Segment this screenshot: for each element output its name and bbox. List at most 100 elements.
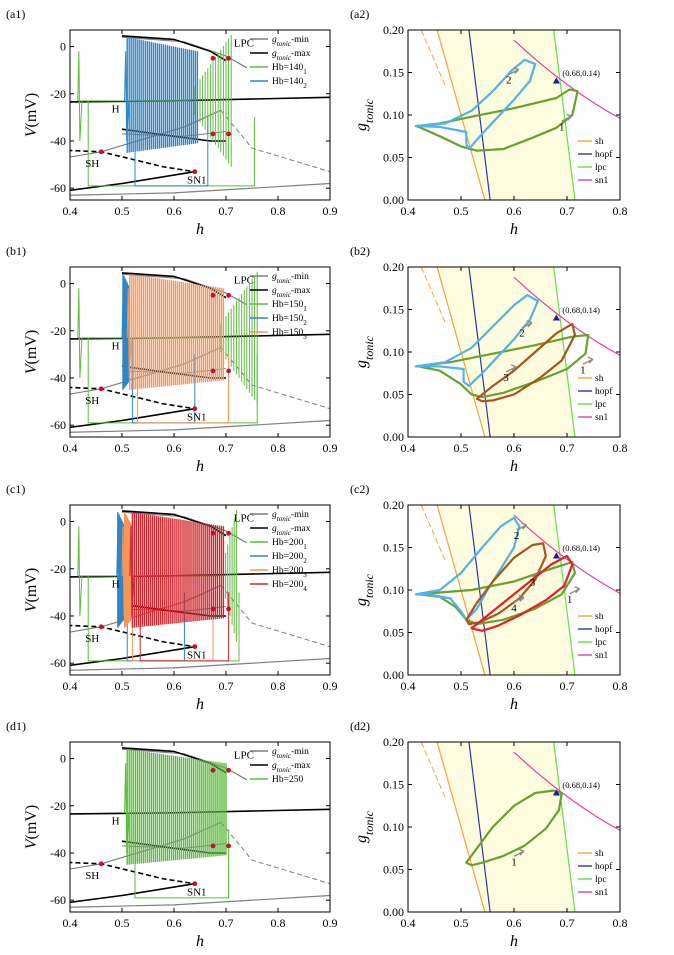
gtonic-min-lower-branch xyxy=(70,182,330,196)
burst-growing-spikes xyxy=(194,34,232,167)
burst-Hb=150_3 xyxy=(126,274,230,424)
y-tick-label: 0.00 xyxy=(383,668,404,682)
burst-growing-spikes xyxy=(222,509,237,642)
direction-arrow xyxy=(513,594,525,603)
legend-label: sn1 xyxy=(595,176,608,186)
y-tick-label: 0.15 xyxy=(383,778,404,792)
plot-frame xyxy=(407,29,621,201)
gtonic-max-dashed-branch xyxy=(70,861,195,885)
trajectory-loop-4 xyxy=(470,554,574,632)
gtonic-min-dashed-branch xyxy=(220,109,330,173)
y-tick-label: 0.10 xyxy=(383,583,404,597)
curve-lpc xyxy=(553,30,576,200)
y-axis-label-group: V(mV) xyxy=(23,568,40,612)
annotation-h: H xyxy=(112,341,120,353)
annotation-lpc: LPC xyxy=(234,513,254,525)
burst-growing-spikes xyxy=(220,271,258,404)
legend-label: Hb=2004 xyxy=(272,580,307,593)
label-base: g xyxy=(272,510,277,520)
bifurcation-point xyxy=(226,368,232,374)
x-tick-label: 0.5 xyxy=(454,916,469,930)
label-subscript: tonic xyxy=(277,277,292,285)
y-tick-label: 0.20 xyxy=(383,735,404,749)
x-tick-label: 0.7 xyxy=(219,916,234,930)
label-base: Hb=140 xyxy=(272,77,303,87)
x-axis-label: h xyxy=(196,933,204,950)
direction-arrow xyxy=(516,522,528,531)
label-subscript: tonic xyxy=(362,573,376,598)
label-base: g xyxy=(353,123,370,131)
gtonic-max-stable-low xyxy=(70,882,195,904)
legend-label: hopf xyxy=(595,149,613,160)
x-axis-label: h xyxy=(510,696,518,713)
bifurcation-point xyxy=(210,131,216,137)
marker-label: (0.68,0.14) xyxy=(562,543,600,553)
curve-sn1 xyxy=(513,276,620,356)
trajectory-loop-1 xyxy=(414,333,590,399)
x-tick-label: 0.6 xyxy=(507,679,522,693)
y-axis-label-unit: (mV) xyxy=(23,330,40,365)
curve-sn1 xyxy=(513,751,620,831)
x-tick-label: 0.6 xyxy=(167,204,182,218)
plot-frame xyxy=(407,741,621,913)
y-tick-label: 0.10 xyxy=(383,345,404,359)
bifurcation-point xyxy=(226,530,232,536)
x-tick-label: 0.7 xyxy=(219,204,234,218)
y-tick-label: 0.00 xyxy=(383,430,404,444)
y-tick-label: 0.10 xyxy=(383,820,404,834)
label-base: g xyxy=(353,360,370,368)
y-tick-label: 0.20 xyxy=(383,260,404,274)
x-tick-label: 0.8 xyxy=(613,441,628,455)
legend-label: lpc xyxy=(595,400,607,410)
trajectory-loop-1 xyxy=(414,560,576,626)
label-base: Hb=150 xyxy=(272,314,303,324)
x-tick-label: 0.4 xyxy=(63,679,78,693)
legend-label: Hb=1503 xyxy=(272,328,307,341)
y-axis-label-group: gtonic xyxy=(353,98,376,131)
curve-sh xyxy=(436,267,486,437)
curve-sh-secondary xyxy=(420,742,446,798)
chart-d1: 0.4 0.5 0.6 0.7 0.8 0.9 0 -20 -40 -60 h V(mV) (d1) SH… xyxy=(6,719,338,950)
label-subscript: tonic xyxy=(362,335,376,360)
legend-label: lpc xyxy=(595,875,607,885)
annotation-lpc: LPC xyxy=(234,275,254,287)
annotation-lpc: LPC xyxy=(234,750,254,762)
panel-tag: (c1) xyxy=(6,482,25,496)
burst-initial-transient xyxy=(77,526,83,616)
label-subscript: 1 xyxy=(303,543,307,551)
y-axis-label-group: gtonic xyxy=(353,573,376,606)
x-tick-label: 0.8 xyxy=(613,679,628,693)
legend: sh hopf lpc sn1 xyxy=(578,849,613,898)
legend-label: Hb=1402 xyxy=(272,77,307,90)
bifurcation-point xyxy=(210,368,216,374)
y-tick-label: -60 xyxy=(50,893,66,907)
y-tick-label: 0.00 xyxy=(383,905,404,919)
burst-Hb=250 xyxy=(124,749,230,899)
label-base: g xyxy=(272,286,277,296)
y-tick-label: -20 xyxy=(50,324,66,338)
x-axis-label: h xyxy=(196,458,204,475)
bifurcation-point xyxy=(210,55,216,61)
y-tick-label: 0.00 xyxy=(383,193,404,207)
y-tick-label: 0.20 xyxy=(383,23,404,37)
curve-sh-secondary xyxy=(420,30,446,86)
panel-tag: (c2) xyxy=(350,482,369,496)
legend-label: sn1 xyxy=(595,888,608,898)
x-tick-label: 0.5 xyxy=(115,679,130,693)
trajectory-loop-2 xyxy=(414,294,539,388)
annotation-h: H xyxy=(112,579,120,591)
label-base: Hb=200 xyxy=(272,566,303,576)
burst-dense-spikes xyxy=(126,37,199,153)
x-tick-label: 0.8 xyxy=(271,679,286,693)
label-subscript: 1 xyxy=(303,305,307,313)
y-tick-label: -40 xyxy=(50,134,66,148)
y-tick-label: -40 xyxy=(50,609,66,623)
legend: sh hopf lpc sn1 xyxy=(578,612,613,661)
x-tick-label: 0.5 xyxy=(115,204,130,218)
loop-label-1: 1 xyxy=(567,594,573,606)
direction-arrow xyxy=(561,113,573,122)
x-axis-label: h xyxy=(196,696,204,713)
burst-initial-transient xyxy=(77,288,83,378)
y-axis-label-unit: (mV) xyxy=(23,805,40,840)
